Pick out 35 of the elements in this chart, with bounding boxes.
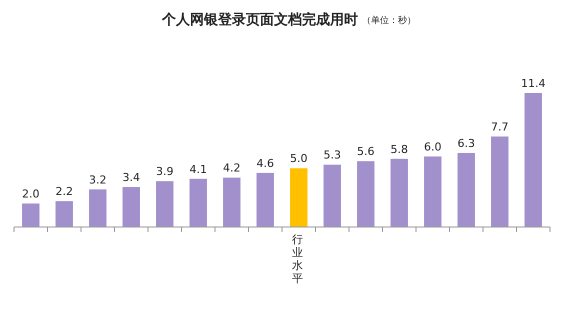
- data-label: 3.4: [122, 171, 140, 184]
- chart-title: 个人网银登录页面文档完成用时: [161, 11, 358, 28]
- data-label: 3.9: [156, 165, 174, 178]
- data-label: 4.2: [223, 162, 240, 175]
- bar: [390, 158, 408, 227]
- data-label: 5.8: [390, 142, 408, 156]
- data-label: 6.3: [458, 136, 475, 150]
- data-label: 5.3: [324, 148, 341, 162]
- data-label: 2.0: [22, 187, 40, 200]
- x-tick-label: 行业水平: [292, 233, 304, 285]
- bar: [190, 178, 207, 227]
- bar: [223, 178, 240, 227]
- bar: [156, 181, 174, 227]
- bar: [357, 161, 374, 227]
- data-label: 11.4: [521, 77, 546, 90]
- data-label: 4.1: [190, 162, 207, 176]
- bar: [256, 172, 274, 227]
- data-label: 6.0: [424, 140, 442, 154]
- bar: [491, 136, 508, 227]
- bar: [22, 203, 40, 227]
- data-label: 7.7: [491, 120, 508, 134]
- data-label: 5.6: [357, 145, 374, 158]
- bar: [122, 187, 140, 227]
- bar: [56, 201, 73, 227]
- chart-subtitle: （单位：秒）: [362, 15, 416, 26]
- data-label: 2.2: [56, 185, 73, 198]
- bar: [89, 189, 106, 227]
- bar: [524, 93, 542, 227]
- data-label: 4.6: [256, 156, 274, 170]
- data-label: 3.2: [89, 173, 106, 186]
- data-label: 5.0: [290, 152, 308, 166]
- bar: [458, 152, 475, 227]
- bar: [424, 156, 442, 227]
- bar: [290, 168, 308, 227]
- bar: [324, 164, 341, 227]
